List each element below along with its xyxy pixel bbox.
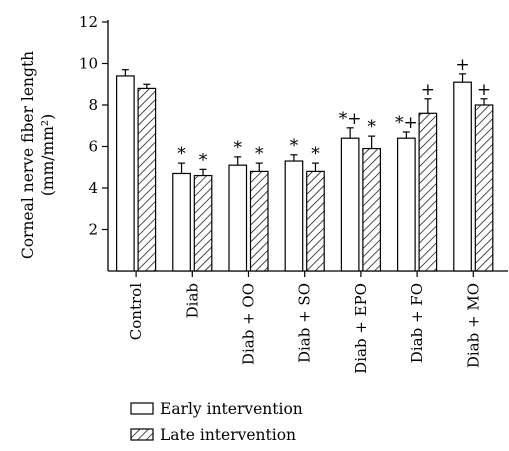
- bar-early: [397, 137, 416, 272]
- plot-area: 2 4 6 8 10 12 Control Diab Diab + OO Diab + SO Dia…: [79, 13, 508, 374]
- legend-item-late: Late intervention: [130, 426, 296, 444]
- bar-late: [193, 174, 213, 272]
- significance-marker: *: [234, 138, 243, 158]
- bar-late: [474, 104, 494, 272]
- bar-late: [306, 170, 325, 272]
- significance-marker: *+: [395, 113, 418, 133]
- bar-early: [453, 81, 472, 272]
- bar-late: [137, 87, 157, 272]
- significance-marker: *: [255, 144, 264, 164]
- x-tick-label: Diab + FO: [408, 283, 426, 363]
- y-tick-label: 8: [88, 96, 98, 114]
- legend-item-early: Early intervention: [130, 400, 303, 418]
- legend-swatch-late: [130, 428, 154, 441]
- bar-early: [172, 172, 191, 272]
- significance-marker: *: [367, 117, 376, 137]
- y-tick-label: 2: [88, 221, 98, 239]
- significance-marker: *: [290, 136, 299, 156]
- y-tick-label: 12: [79, 13, 98, 31]
- bar-late: [418, 112, 438, 272]
- significance-marker: +: [477, 80, 491, 100]
- significance-marker: *: [311, 144, 320, 164]
- bar-late: [249, 170, 269, 272]
- significance-marker: *+: [339, 109, 362, 129]
- x-tick-label: Diab: [183, 283, 201, 318]
- y-tick-label: 4: [88, 179, 98, 197]
- y-tick-label: 10: [79, 55, 98, 73]
- bar-early: [228, 164, 248, 272]
- significance-marker: *: [199, 150, 208, 170]
- bar-early: [340, 137, 360, 272]
- x-tick-label: Diab + EPO: [352, 283, 370, 374]
- legend-label-early: Early intervention: [160, 400, 303, 418]
- y-axis-title-line1: Corneal nerve fiber length: [19, 51, 37, 259]
- bar-early: [115, 75, 135, 272]
- legend-label-late: Late intervention: [160, 426, 296, 444]
- legend: Early intervention Late intervention: [130, 400, 303, 444]
- x-tick-label: Diab + OO: [240, 283, 258, 365]
- x-tick-label: Diab + MO: [464, 283, 482, 368]
- legend-swatch-early: [130, 402, 154, 415]
- bar-late: [362, 147, 381, 272]
- significance-marker: *: [177, 144, 186, 164]
- x-tick-label: Diab + SO: [296, 283, 314, 363]
- y-tick-label: 6: [88, 138, 98, 156]
- y-axis-title: Corneal nerve fiber length (mm/mm²): [19, 51, 57, 259]
- significance-marker: +: [455, 55, 469, 75]
- significance-marker: +: [421, 80, 435, 100]
- x-tick-label: Control: [127, 283, 145, 340]
- bar-early: [284, 160, 304, 272]
- y-axis-title-line2: (mm/mm²): [39, 114, 57, 196]
